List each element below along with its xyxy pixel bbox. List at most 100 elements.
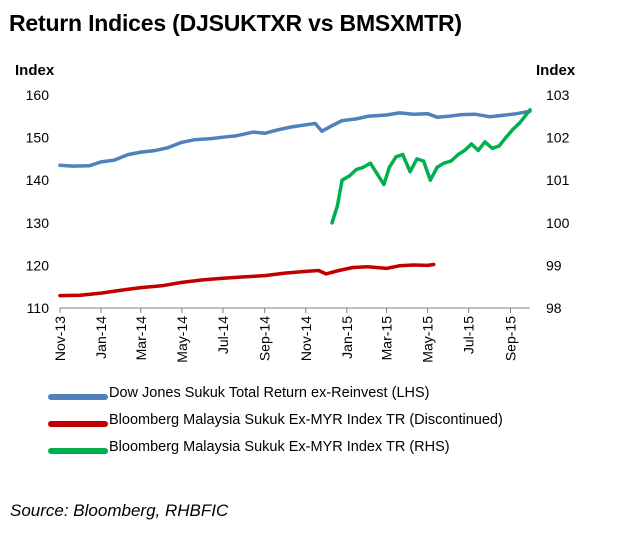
left-axis-label: Index (15, 62, 55, 79)
data-point (99, 160, 103, 164)
data-point (330, 124, 334, 128)
data-point (504, 136, 508, 140)
x-tick-label: Jul-14 (215, 316, 231, 354)
right-tick-label: 103 (546, 87, 570, 103)
right-tick-label: 100 (546, 215, 570, 231)
data-point (449, 159, 453, 163)
data-point (71, 164, 75, 168)
data-point (152, 149, 156, 153)
right-axis-label: Index (536, 62, 576, 79)
data-point (120, 288, 124, 292)
data-point (335, 204, 339, 208)
data-point (210, 136, 214, 141)
series-line (330, 108, 532, 225)
series-2 (330, 108, 532, 225)
data-point (361, 165, 365, 169)
left-tick-label: 110 (27, 300, 50, 316)
left-tick-label: 130 (26, 215, 50, 231)
data-point (459, 113, 463, 117)
data-point (251, 130, 255, 134)
legend-swatch (48, 421, 108, 427)
data-point (221, 276, 225, 280)
data-point (139, 286, 143, 290)
data-point (166, 146, 170, 150)
right-tick-label: 102 (546, 130, 570, 146)
x-tick-label: Sep-14 (257, 316, 273, 361)
data-point (456, 153, 460, 157)
data-point (397, 111, 401, 115)
data-point (304, 123, 308, 127)
data-point (340, 119, 344, 123)
data-point (263, 131, 267, 135)
data-point (518, 121, 522, 125)
left-tick-label: 120 (26, 257, 50, 273)
data-point (394, 155, 398, 159)
series-line (58, 262, 436, 298)
source-note: Source: Bloomberg, RHBFIC (10, 501, 229, 520)
data-point (426, 112, 430, 116)
data-point (366, 114, 370, 118)
data-point (375, 172, 379, 176)
data-point (415, 157, 419, 161)
data-point (58, 294, 62, 298)
data-point (473, 112, 477, 116)
data-point (435, 165, 439, 169)
legend-label: Dow Jones Sukuk Total Return ex-Reinvest… (109, 385, 430, 401)
data-point (408, 170, 412, 174)
data-point (263, 274, 267, 278)
right-tick-label: 99 (546, 257, 562, 273)
legend-label: Bloomberg Malaysia Sukuk Ex-MYR Index TR… (109, 412, 503, 428)
data-point (401, 153, 405, 157)
data-point (411, 112, 416, 116)
x-tick-label: Sep-15 (502, 316, 518, 361)
data-point (528, 108, 532, 112)
data-point (511, 127, 515, 131)
legend-swatch (48, 448, 108, 454)
data-point (422, 159, 426, 163)
chart-title: Return Indices (DJSUKTXR vs BMSXMTR) (9, 10, 462, 36)
data-point (497, 144, 501, 148)
data-point (469, 142, 473, 146)
x-tick-label: Nov-13 (52, 316, 68, 361)
legend-swatch (48, 394, 108, 400)
x-tick-label: Jan-14 (93, 316, 109, 359)
data-point (58, 163, 62, 167)
data-point (483, 140, 487, 144)
data-point (446, 114, 451, 118)
data-point (411, 263, 416, 267)
x-tick-label: Jul-15 (461, 316, 477, 354)
data-point (385, 113, 389, 117)
data-point (397, 264, 401, 268)
data-point (354, 117, 358, 121)
x-tick-label: May-15 (420, 316, 436, 363)
x-tick-label: Nov-14 (298, 316, 314, 361)
data-point (180, 140, 184, 144)
data-point (317, 268, 321, 273)
data-point (382, 182, 386, 187)
data-point (242, 275, 246, 279)
data-point (514, 112, 519, 116)
data-point (435, 115, 439, 119)
data-point (368, 161, 372, 165)
data-point (490, 146, 494, 150)
data-point (99, 291, 103, 295)
data-point (313, 121, 317, 126)
x-tick-label: May-14 (174, 316, 190, 363)
data-point (320, 129, 324, 133)
right-tick-label: 98 (546, 300, 562, 316)
x-tick-label: Mar-15 (379, 316, 395, 361)
data-point (476, 148, 480, 152)
data-point (351, 265, 355, 270)
x-tick-label: Mar-14 (133, 316, 149, 361)
series-1 (58, 262, 436, 298)
left-tick-label: 140 (26, 172, 50, 188)
data-point (324, 272, 328, 276)
left-tick-label: 150 (26, 130, 50, 146)
data-point (500, 113, 504, 117)
x-tick-label: Jan-15 (339, 316, 355, 359)
data-point (463, 148, 467, 152)
data-point (366, 265, 370, 269)
series-line (58, 109, 532, 168)
data-point (221, 135, 225, 139)
